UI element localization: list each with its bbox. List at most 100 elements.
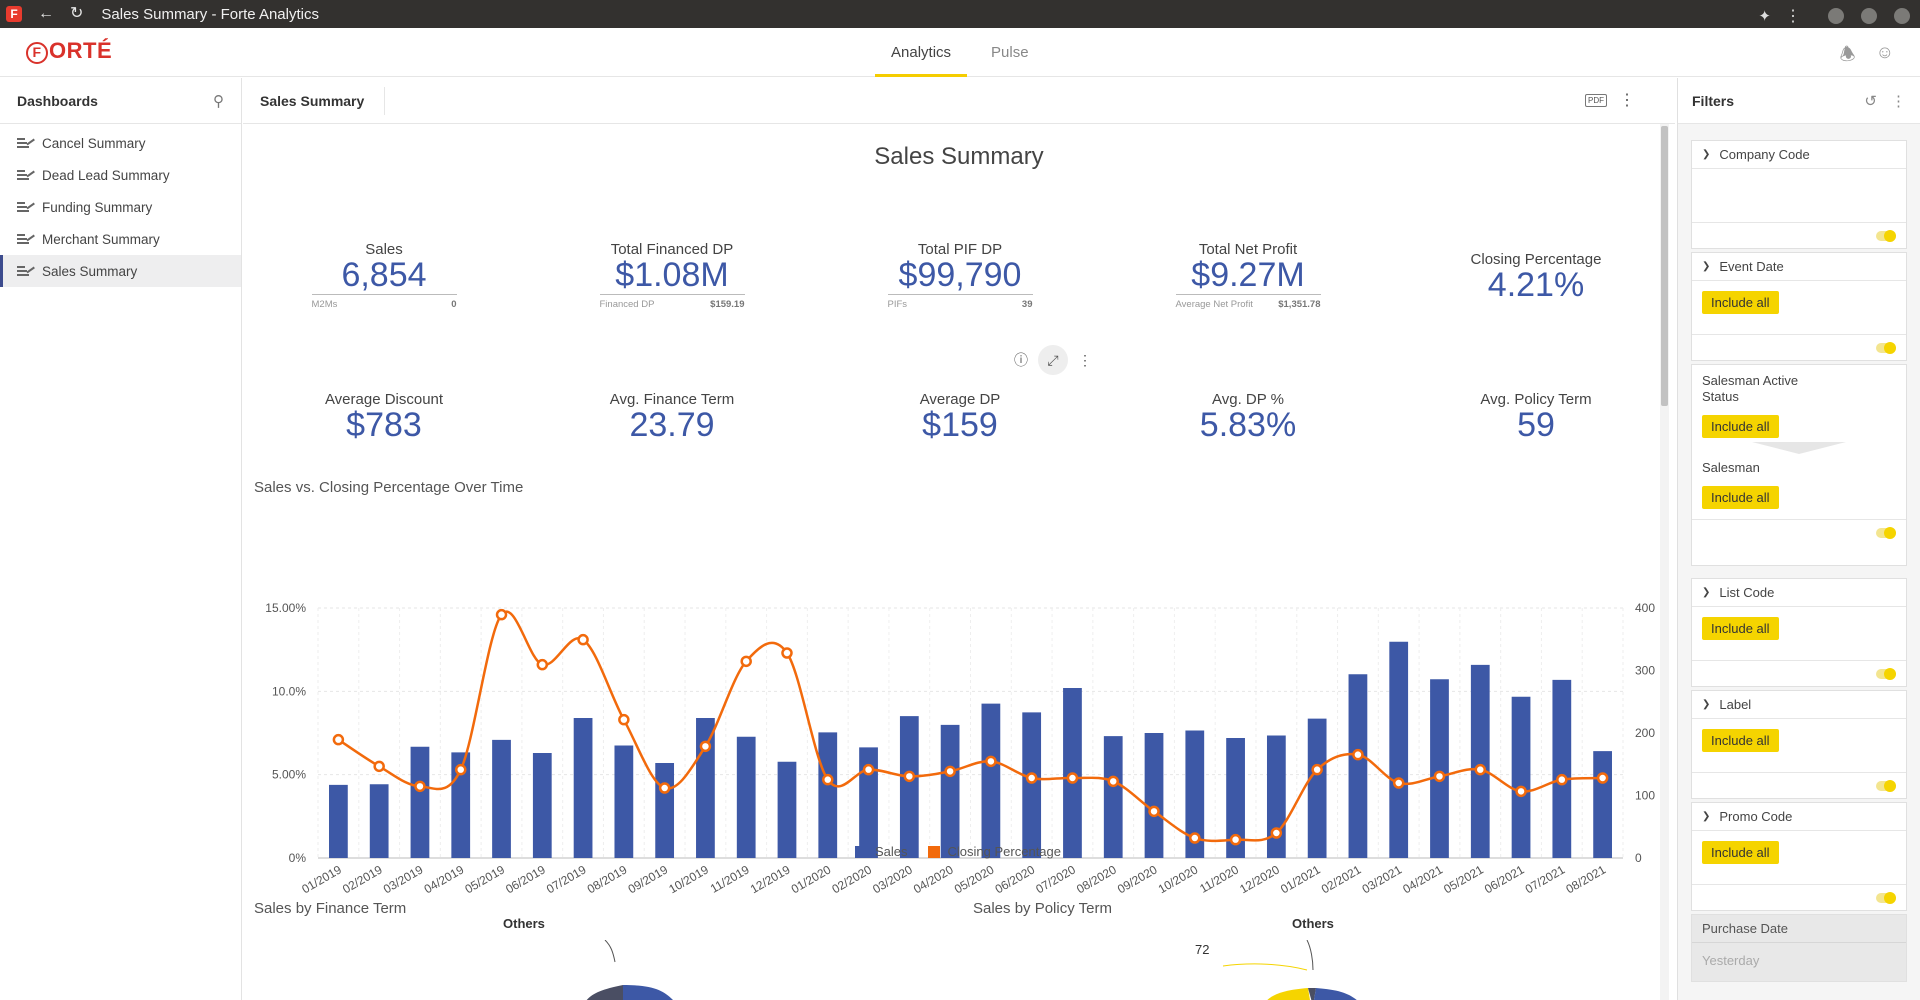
sales-bar: [981, 703, 1001, 858]
closing-percentage-point: [822, 773, 834, 786]
filters-title: Filters: [1692, 92, 1735, 109]
dashboard-icon: [17, 233, 36, 245]
tab-analytics[interactable]: Analytics: [875, 28, 968, 77]
filter-header[interactable]: ❯ Label: [1692, 691, 1906, 719]
close-button[interactable]: [1894, 8, 1910, 24]
minimize-button[interactable]: [1828, 8, 1844, 24]
filter-toggle[interactable]: [1876, 780, 1896, 792]
include-all-button[interactable]: Include all: [1702, 729, 1779, 752]
bell-icon[interactable]: 🕭: [1839, 44, 1856, 64]
closing-percentage-point: [781, 647, 793, 659]
pie2-slice-others: [1308, 988, 1316, 1000]
kpi-total-net-profit: Total Net Profit $9.27M Average Net Prof…: [1175, 241, 1321, 310]
filter-toggle[interactable]: [1876, 892, 1896, 904]
filter-toggle[interactable]: [1876, 527, 1896, 539]
kpi-total-pif-dp: Total PIF DP $99,790 PIFs 39: [887, 241, 1033, 310]
filter-toggle[interactable]: [1876, 230, 1896, 242]
x-tick-label: 11/2019: [708, 862, 752, 896]
closing-percentage-point: [740, 655, 752, 668]
legend-sales[interactable]: Sales: [855, 844, 908, 859]
report-menu-icon[interactable]: ⋮: [1619, 92, 1635, 109]
closing-percentage-point: [577, 633, 589, 646]
sales-bar: [1430, 679, 1449, 858]
report-header-title: Sales Summary: [260, 86, 386, 115]
y-left-tick: 15.00%: [265, 601, 306, 615]
closing-percentage-point: [1270, 827, 1283, 839]
back-arrow-icon[interactable]: ←: [38, 5, 54, 22]
tab-pulse[interactable]: Pulse: [991, 44, 1029, 61]
x-tick-label: 03/2019: [381, 862, 426, 896]
kpi-closing-percentage: Closing Percentage 4.21%: [1470, 251, 1602, 304]
sales-bar: [1348, 674, 1368, 858]
window-title: Sales Summary - Forte Analytics: [101, 5, 319, 23]
closing-percentage-point: [373, 760, 385, 773]
sidebar-item-funding-summary[interactable]: Funding Summary: [0, 191, 241, 223]
x-tick-label: 06/2020: [993, 862, 1038, 896]
y-right-tick: 400: [1635, 601, 1655, 615]
closing-percentage-point: [332, 733, 345, 746]
sidebar-item-cancel-summary[interactable]: Cancel Summary: [0, 127, 241, 159]
include-all-button[interactable]: Include all: [1702, 486, 1779, 509]
pie1-slice-others: [586, 985, 623, 1000]
include-all-button[interactable]: Include all: [1702, 617, 1779, 640]
scrollbar-thumb[interactable]: [1661, 126, 1668, 406]
browser-menu-icon[interactable]: ⋮: [1785, 8, 1801, 25]
sales-bar: [329, 784, 348, 858]
info-icon[interactable]: ⓘ: [1014, 352, 1028, 368]
sidebar-item-dead-lead-summary[interactable]: Dead Lead Summary: [0, 159, 241, 191]
filter-header[interactable]: ❯ List Code: [1692, 579, 1906, 607]
forte-logo[interactable]: F ORTÉ: [26, 38, 112, 64]
filter-list-code: ❯ List Code Include all: [1691, 578, 1907, 687]
pie2-chart: [1222, 940, 1357, 1000]
sidebar-item-merchant-summary[interactable]: Merchant Summary: [0, 223, 241, 255]
filter-header[interactable]: Purchase Date: [1692, 915, 1906, 943]
chart-title: Sales vs. Closing Percentage Over Time: [254, 479, 524, 496]
user-icon[interactable]: ☺: [1875, 42, 1894, 62]
closing-percentage-point: [1392, 777, 1405, 789]
filter-toggle[interactable]: [1876, 668, 1896, 680]
sales-bar: [573, 718, 593, 858]
pie2-leader-line-others: [1306, 940, 1314, 971]
closing-percentage-point: [1352, 748, 1364, 761]
filter-header[interactable]: ❯ Promo Code: [1692, 803, 1906, 831]
filter-header[interactable]: ❯ Event Date: [1692, 253, 1906, 281]
reset-filters-icon[interactable]: ↺: [1864, 92, 1877, 110]
y-right-tick: 0: [1635, 851, 1642, 865]
filter-toggle[interactable]: [1876, 342, 1896, 354]
sales-bar: [1144, 733, 1164, 858]
closing-percentage-point: [985, 755, 997, 768]
legend-closing-percentage[interactable]: Closing Percentage: [927, 844, 1061, 859]
main-tabs: Analytics Pulse: [871, 28, 1049, 77]
x-tick-label: 02/2019: [340, 862, 385, 896]
reload-icon[interactable]: ↻: [70, 5, 84, 22]
kpi-menu-icon[interactable]: ⋮: [1078, 351, 1092, 368]
dashboard-icon: [17, 137, 36, 149]
include-all-button[interactable]: Include all: [1702, 291, 1779, 314]
include-all-button[interactable]: Include all: [1702, 841, 1779, 864]
pie1-chart: [586, 940, 673, 1000]
closing-percentage-point: [1433, 770, 1446, 783]
x-tick-label: 04/2021: [1400, 862, 1445, 896]
pdf-export-button[interactable]: PDF: [1585, 94, 1607, 107]
x-tick-label: 06/2019: [503, 862, 548, 896]
x-tick-label: 05/2020: [952, 862, 997, 896]
y-right-tick: 200: [1635, 726, 1655, 740]
extensions-puzzle-icon[interactable]: ✦: [1758, 8, 1771, 25]
kpi-avg-finance-term: Avg. Finance Term 23.79: [609, 391, 735, 444]
x-tick-label: 01/2019: [299, 862, 344, 896]
closing-percentage-point: [658, 782, 671, 794]
expand-icon[interactable]: ⤢: [1038, 345, 1068, 375]
pie2-others-label: Others: [1292, 916, 1334, 931]
search-icon[interactable]: ⚲: [213, 92, 224, 110]
closing-percentage-line: [337, 610, 1603, 843]
x-tick-label: 01/2020: [789, 862, 834, 896]
include-all-button[interactable]: Include all: [1702, 415, 1779, 438]
filter-header[interactable]: ❯ Company Code: [1692, 141, 1906, 169]
kpi-avg-dp-percent: Avg. DP % 5.83%: [1199, 391, 1297, 444]
closing-percentage-point: [1474, 763, 1487, 776]
filter-promo-code: ❯ Promo Code Include all: [1691, 802, 1907, 911]
sidebar-item-sales-summary[interactable]: Sales Summary: [0, 255, 241, 287]
report-scrollbar[interactable]: [1660, 124, 1669, 1000]
maximize-button[interactable]: [1861, 8, 1877, 24]
filters-menu-icon[interactable]: ⋮: [1891, 92, 1906, 110]
